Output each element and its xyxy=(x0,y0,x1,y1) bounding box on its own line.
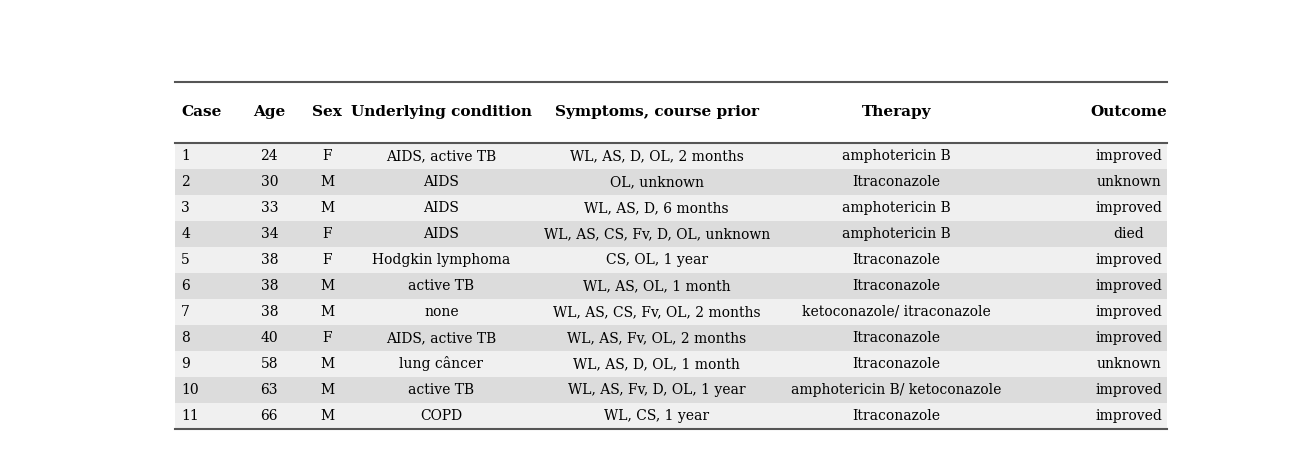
Text: WL, AS, D, OL, 1 month: WL, AS, D, OL, 1 month xyxy=(573,357,740,371)
Text: 9: 9 xyxy=(181,357,191,371)
Bar xyxy=(175,351,1168,377)
Text: unknown: unknown xyxy=(1096,357,1161,371)
Text: F: F xyxy=(322,253,331,267)
Text: Itraconazole: Itraconazole xyxy=(852,175,941,189)
Bar xyxy=(175,377,1168,403)
Text: Itraconazole: Itraconazole xyxy=(852,357,941,371)
Bar xyxy=(175,221,1168,247)
Text: 40: 40 xyxy=(261,331,278,345)
Text: Underlying condition: Underlying condition xyxy=(351,105,531,119)
Text: improved: improved xyxy=(1096,383,1163,397)
Text: 6: 6 xyxy=(181,279,191,293)
Text: improved: improved xyxy=(1096,201,1163,215)
Text: F: F xyxy=(322,227,331,241)
Text: M: M xyxy=(320,175,334,189)
Text: F: F xyxy=(322,149,331,163)
Text: WL, CS, 1 year: WL, CS, 1 year xyxy=(604,409,709,423)
Text: active TB: active TB xyxy=(408,383,474,397)
Bar xyxy=(175,403,1168,429)
Text: lung câncer: lung câncer xyxy=(399,356,483,371)
Text: M: M xyxy=(320,201,334,215)
Text: unknown: unknown xyxy=(1096,175,1161,189)
Bar xyxy=(175,195,1168,221)
Text: improved: improved xyxy=(1096,409,1163,423)
Text: 8: 8 xyxy=(181,331,191,345)
Text: 38: 38 xyxy=(261,253,278,267)
Text: 33: 33 xyxy=(261,201,278,215)
Text: Symptoms, course prior: Symptoms, course prior xyxy=(555,105,758,119)
Text: M: M xyxy=(320,305,334,319)
Text: Therapy: Therapy xyxy=(861,105,932,119)
Text: WL, AS, D, 6 months: WL, AS, D, 6 months xyxy=(585,201,729,215)
Text: AIDS: AIDS xyxy=(423,227,459,241)
Text: 63: 63 xyxy=(261,383,278,397)
Text: improved: improved xyxy=(1096,279,1163,293)
Text: 11: 11 xyxy=(181,409,200,423)
Text: WL, AS, D, OL, 2 months: WL, AS, D, OL, 2 months xyxy=(570,149,744,163)
Text: amphotericin B: amphotericin B xyxy=(842,149,951,163)
Bar xyxy=(175,247,1168,273)
Text: improved: improved xyxy=(1096,253,1163,267)
Text: Age: Age xyxy=(253,105,286,119)
Text: Itraconazole: Itraconazole xyxy=(852,253,941,267)
Bar xyxy=(175,299,1168,325)
Text: 4: 4 xyxy=(181,227,191,241)
Text: Case: Case xyxy=(181,105,222,119)
Text: ketoconazole/ itraconazole: ketoconazole/ itraconazole xyxy=(803,305,990,319)
Text: 5: 5 xyxy=(181,253,191,267)
Text: Hodgkin lymphoma: Hodgkin lymphoma xyxy=(372,253,510,267)
Text: Sex: Sex xyxy=(312,105,342,119)
Bar xyxy=(175,143,1168,169)
Text: F: F xyxy=(322,331,331,345)
Text: 58: 58 xyxy=(261,357,278,371)
Text: WL, AS, Fv, D, OL, 1 year: WL, AS, Fv, D, OL, 1 year xyxy=(568,383,745,397)
Text: Outcome: Outcome xyxy=(1091,105,1168,119)
Bar xyxy=(175,273,1168,299)
Text: WL, AS, OL, 1 month: WL, AS, OL, 1 month xyxy=(583,279,731,293)
Text: M: M xyxy=(320,279,334,293)
Text: died: died xyxy=(1113,227,1144,241)
Text: 66: 66 xyxy=(261,409,278,423)
Text: Itraconazole: Itraconazole xyxy=(852,409,941,423)
Text: amphotericin B: amphotericin B xyxy=(842,201,951,215)
Text: 2: 2 xyxy=(181,175,191,189)
Text: improved: improved xyxy=(1096,305,1163,319)
Text: AIDS: AIDS xyxy=(423,175,459,189)
Text: WL, AS, CS, Fv, OL, 2 months: WL, AS, CS, Fv, OL, 2 months xyxy=(553,305,761,319)
Bar xyxy=(175,325,1168,351)
Bar xyxy=(175,169,1168,195)
Text: 24: 24 xyxy=(261,149,278,163)
Text: 1: 1 xyxy=(181,149,191,163)
Text: M: M xyxy=(320,409,334,423)
Text: amphotericin B: amphotericin B xyxy=(842,227,951,241)
Text: WL, AS, CS, Fv, D, OL, unknown: WL, AS, CS, Fv, D, OL, unknown xyxy=(544,227,770,241)
Text: AIDS, active TB: AIDS, active TB xyxy=(386,331,496,345)
Text: 7: 7 xyxy=(181,305,191,319)
Text: improved: improved xyxy=(1096,149,1163,163)
Text: M: M xyxy=(320,383,334,397)
Text: none: none xyxy=(424,305,458,319)
Text: active TB: active TB xyxy=(408,279,474,293)
Text: 34: 34 xyxy=(261,227,278,241)
Text: AIDS: AIDS xyxy=(423,201,459,215)
Text: COPD: COPD xyxy=(420,409,462,423)
Text: CS, OL, 1 year: CS, OL, 1 year xyxy=(606,253,707,267)
Text: 30: 30 xyxy=(261,175,278,189)
Text: 38: 38 xyxy=(261,279,278,293)
Text: OL, unknown: OL, unknown xyxy=(609,175,703,189)
Text: AIDS, active TB: AIDS, active TB xyxy=(386,149,496,163)
Text: amphotericin B/ ketoconazole: amphotericin B/ ketoconazole xyxy=(791,383,1001,397)
Text: improved: improved xyxy=(1096,331,1163,345)
Text: Itraconazole: Itraconazole xyxy=(852,279,941,293)
Text: 10: 10 xyxy=(181,383,198,397)
Text: Itraconazole: Itraconazole xyxy=(852,331,941,345)
Text: M: M xyxy=(320,357,334,371)
Text: 3: 3 xyxy=(181,201,191,215)
Text: WL, AS, Fv, OL, 2 months: WL, AS, Fv, OL, 2 months xyxy=(568,331,746,345)
Text: 38: 38 xyxy=(261,305,278,319)
